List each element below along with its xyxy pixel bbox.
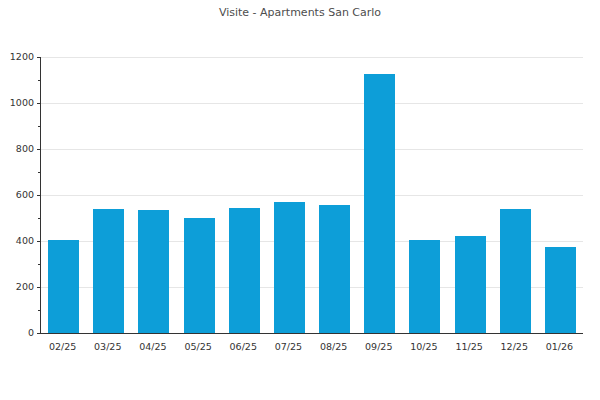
y-tick-label-200: 200	[0, 281, 34, 293]
bar-01/26	[545, 247, 576, 333]
gridline-y-1000	[41, 103, 583, 104]
bar-04/25	[138, 210, 169, 333]
x-tick-label-08/25: 08/25	[311, 341, 357, 352]
x-tick-label-06/25: 06/25	[220, 341, 266, 352]
x-tick-label-05/25: 05/25	[175, 341, 221, 352]
gridline-y-1200	[41, 57, 583, 58]
bar-09/25	[364, 74, 395, 333]
gridline-y-600	[41, 195, 583, 196]
bar-chart: Visite - Apartments San Carlo 0 200 400 600…	[0, 0, 600, 400]
y-minor-tick-1100	[38, 80, 41, 81]
x-tick-label-12/25: 12/25	[491, 341, 537, 352]
bar-08/25	[319, 205, 350, 333]
y-major-tick-800	[37, 149, 41, 150]
bar-06/25	[229, 208, 260, 333]
y-tick-label-1000: 1000	[0, 97, 34, 109]
y-tick-label-1200: 1200	[0, 51, 34, 63]
bar-12/25	[500, 209, 531, 333]
y-tick-label-800: 800	[0, 143, 34, 155]
chart-title: Visite - Apartments San Carlo	[0, 6, 600, 19]
plot-area	[40, 57, 583, 334]
y-tick-label-400: 400	[0, 235, 34, 247]
y-major-tick-1000	[37, 103, 41, 104]
y-major-tick-1200	[37, 57, 41, 58]
bar-05/25	[184, 218, 215, 333]
y-minor-tick-300	[38, 264, 41, 265]
x-tick-label-01/26: 01/26	[536, 341, 582, 352]
y-minor-tick-900	[38, 126, 41, 127]
bar-03/25	[93, 209, 124, 333]
x-tick-label-11/25: 11/25	[446, 341, 492, 352]
x-tick-label-03/25: 03/25	[85, 341, 131, 352]
bar-11/25	[455, 236, 486, 333]
y-major-tick-200	[37, 287, 41, 288]
x-tick-label-09/25: 09/25	[356, 341, 402, 352]
y-minor-tick-100	[38, 310, 41, 311]
y-major-tick-600	[37, 195, 41, 196]
x-tick-label-10/25: 10/25	[401, 341, 447, 352]
y-major-tick-400	[37, 241, 41, 242]
y-tick-label-0: 0	[0, 327, 34, 339]
y-minor-tick-500	[38, 218, 41, 219]
x-tick-label-04/25: 04/25	[130, 341, 176, 352]
bar-07/25	[274, 202, 305, 333]
y-tick-label-600: 600	[0, 189, 34, 201]
x-tick-label-02/25: 02/25	[40, 341, 86, 352]
x-tick-label-07/25: 07/25	[265, 341, 311, 352]
y-major-tick-0	[37, 333, 41, 334]
bar-10/25	[409, 240, 440, 333]
bar-02/25	[48, 240, 79, 333]
gridline-y-800	[41, 149, 583, 150]
y-minor-tick-700	[38, 172, 41, 173]
